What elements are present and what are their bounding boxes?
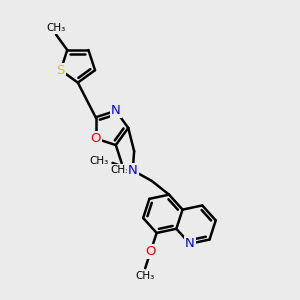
Text: CH₃: CH₃ (136, 271, 155, 281)
Text: N: N (185, 237, 195, 250)
Text: CH₃: CH₃ (111, 165, 130, 175)
Text: S: S (56, 64, 65, 77)
Text: O: O (90, 132, 101, 145)
Text: N: N (128, 164, 138, 177)
Text: O: O (146, 244, 156, 258)
Text: CH₃: CH₃ (46, 23, 66, 33)
Text: CH₃: CH₃ (89, 156, 108, 167)
Text: N: N (111, 104, 121, 117)
